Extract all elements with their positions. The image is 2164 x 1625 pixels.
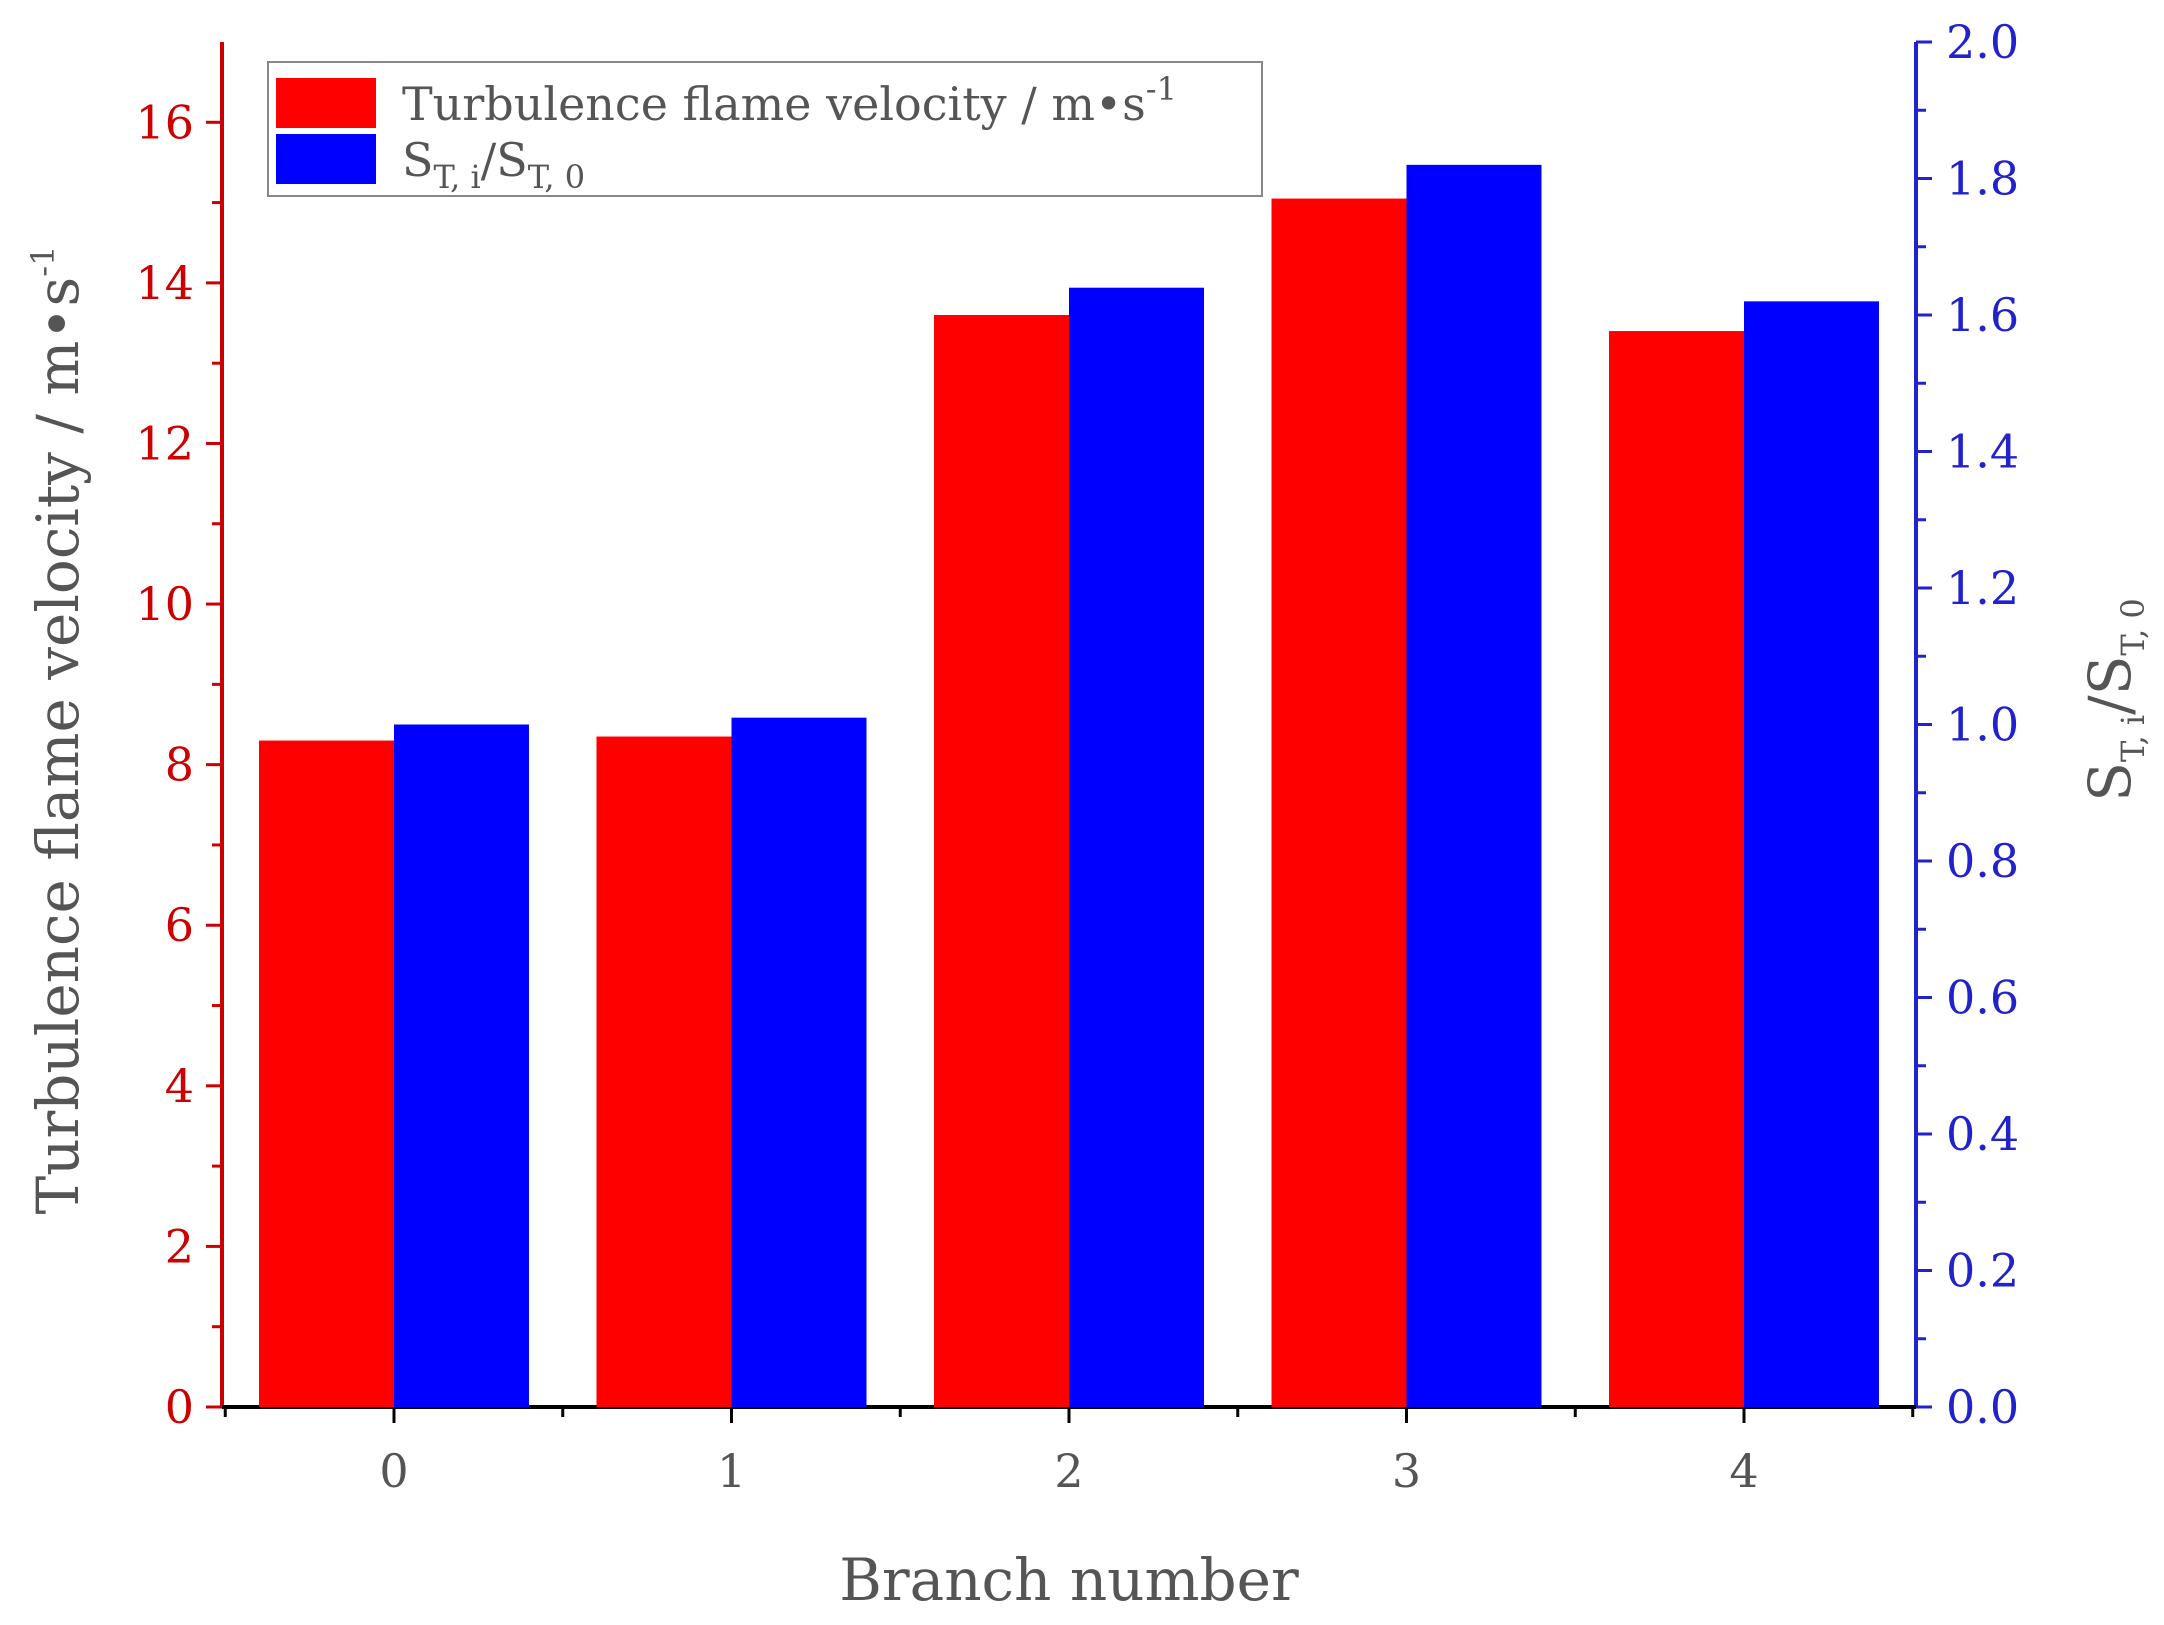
- y-left-tick-label-16: 16: [135, 95, 194, 149]
- y-right-tick-label-1.0: 1.0: [1946, 698, 2019, 752]
- y-right-tick-label-1.2: 1.2: [1946, 561, 2019, 615]
- y-right-tick-label-0.0: 0.0: [1946, 1380, 2019, 1434]
- bar-velocity-0: [259, 740, 394, 1407]
- bar-velocity-1: [596, 736, 732, 1407]
- bar-velocity-4: [1609, 331, 1744, 1407]
- y-left-tick-label-2: 2: [165, 1219, 194, 1273]
- y-right-tick-label-0.4: 0.4: [1946, 1107, 2019, 1161]
- y-left-tick-label-6: 6: [165, 898, 194, 952]
- y-left-tick-label-0: 0: [165, 1380, 194, 1434]
- x-tick-label-0: 0: [379, 1444, 408, 1498]
- x-axis-title: Branch number: [839, 1546, 1299, 1614]
- legend-swatch-red: [276, 78, 376, 128]
- y-axis-title-right: ST, i/ST, 0: [2076, 598, 2152, 802]
- legend-label-red: Turbulence flame velocity / m•s-1: [402, 70, 1177, 131]
- legend-swatch-blue: [276, 134, 376, 184]
- y-left-tick-label-10: 10: [135, 577, 194, 631]
- y-left-tick-label-8: 8: [165, 738, 194, 792]
- x-tick-label-1: 1: [717, 1444, 746, 1498]
- y-right-tick-label-2.0: 2.0: [1946, 15, 2019, 69]
- y-right-tick-label-1.8: 1.8: [1946, 152, 2019, 206]
- bar-velocity-3: [1271, 198, 1407, 1408]
- legend-label-blue: ST, i/ST, 0: [402, 133, 585, 196]
- bars-layer: [259, 164, 1879, 1408]
- y-right-tick-label-1.4: 1.4: [1946, 425, 2019, 479]
- y-left-tick-label-4: 4: [165, 1059, 194, 1113]
- legend-box: [267, 61, 1263, 197]
- y-right-tick-label-0.6: 0.6: [1946, 971, 2019, 1025]
- legend: Turbulence flame velocity / m•s-1 ST, i/…: [267, 61, 1263, 197]
- y-right-tick-label-0.2: 0.2: [1946, 1244, 2019, 1298]
- x-tick-label-2: 2: [1054, 1444, 1083, 1498]
- bar-velocity-2: [934, 315, 1069, 1407]
- bar-ratio-3: [1406, 164, 1542, 1408]
- bar-ratio-4: [1744, 301, 1879, 1408]
- y-axis-title-left: Turbulence flame velocity / m•s-1: [24, 246, 92, 1215]
- y-right-tick-label-0.8: 0.8: [1946, 834, 2019, 888]
- y-left-tick-label-14: 14: [135, 256, 194, 310]
- bar-ratio-0: [394, 724, 529, 1407]
- y-left-tick-label-12: 12: [135, 416, 194, 470]
- x-tick-label-3: 3: [1392, 1444, 1421, 1498]
- x-tick-label-4: 4: [1729, 1444, 1758, 1498]
- ticks-layer: 0 1 2 3 402468101214160.00.20.40.60.81.01.21…: [135, 15, 2019, 1498]
- y-right-tick-label-1.6: 1.6: [1946, 288, 2019, 342]
- bar-ratio-2: [1069, 287, 1204, 1408]
- bar-ratio-1: [731, 717, 867, 1407]
